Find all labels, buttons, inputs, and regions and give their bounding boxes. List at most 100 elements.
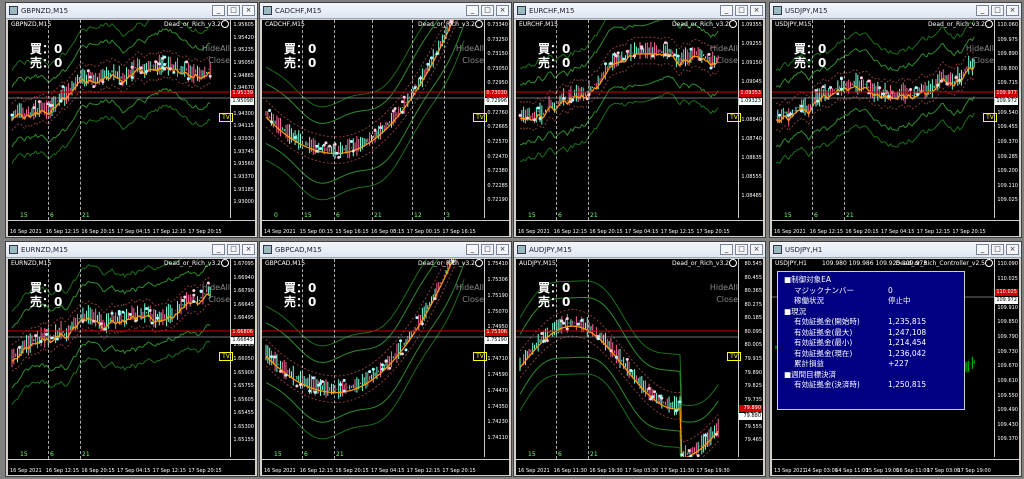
minimize-button[interactable]: _	[212, 5, 225, 16]
maximize-button[interactable]: □	[991, 5, 1004, 16]
chart-window-7[interactable]: USDJPY,H1 _ □ × USDJPY,H1 Dead_or_Rich_C…	[769, 241, 1022, 477]
price-tick: 1.65900	[233, 369, 254, 376]
price-axis: 1.754101.753061.751901.750701.749501.748…	[484, 259, 509, 457]
price-chart[interactable]: EURNZD,M15 Dead_or_Rich_v3.2 1.67095 1.66…	[8, 259, 255, 475]
minimize-button[interactable]: _	[466, 5, 479, 16]
window-titlebar[interactable]: AUDJPY,M15 _ □ ×	[514, 242, 765, 258]
chart-window-5[interactable]: GBPCAD,M15 _ □ × GBPCAD,M15 Dead_or_Rich…	[259, 241, 512, 477]
window-titlebar[interactable]: EURNZD,M15 _ □ ×	[6, 242, 257, 258]
panel-key: 有効証拠金(現在)	[794, 348, 853, 358]
window-titlebar[interactable]: GBPNZD,M15 _ □ ×	[6, 3, 257, 19]
price-axis: 1.093551.092551.091501.090451.089451.088…	[738, 20, 763, 218]
minimize-button[interactable]: _	[720, 244, 733, 255]
window-titlebar[interactable]: GBPCAD,M15 _ □ ×	[260, 242, 511, 258]
sell-count-label: 売：0	[538, 56, 571, 70]
tv-button[interactable]: TV	[219, 113, 233, 122]
window-titlebar[interactable]: USDJPY,H1 _ □ ×	[770, 242, 1021, 258]
window-title: EURNZD,M15	[21, 245, 69, 254]
close-all-button[interactable]: Close	[716, 295, 738, 304]
window-titlebar[interactable]: CADCHF,M15 _ □ ×	[260, 3, 511, 19]
hide-all-button[interactable]: HideAll	[455, 44, 484, 53]
hide-all-button[interactable]: HideAll	[201, 283, 230, 292]
hide-all-button[interactable]: HideAll	[709, 283, 738, 292]
tv-button[interactable]: TV	[727, 113, 741, 122]
tv-button[interactable]: TV	[473, 352, 487, 361]
price-chart[interactable]: GBPCAD,M15 Dead_or_Rich_v3.2 1.75410 1.75…	[262, 259, 509, 475]
chart-window-6[interactable]: AUDJPY,M15 _ □ × AUDJPY,M15 Dead_or_Rich…	[513, 241, 766, 477]
panel-row: 有効証拠金(最大) 1,247,108	[784, 328, 958, 339]
chart-canvas	[8, 20, 230, 164]
hide-all-button[interactable]: HideAll	[201, 44, 230, 53]
close-all-button[interactable]: Close	[208, 56, 230, 65]
maximize-button[interactable]: □	[227, 244, 240, 255]
price-chart[interactable]: EURCHF,M15 Dead_or_Rich_v3.2 1.09355 1.09…	[516, 20, 763, 236]
hide-all-button[interactable]: HideAll	[455, 283, 484, 292]
chart-window-3[interactable]: USDJPY,M15 _ □ × USDJPY,M15 Dead_or_Rich…	[769, 2, 1022, 238]
hide-all-button[interactable]: HideAll	[965, 44, 994, 53]
maximize-button[interactable]: □	[481, 244, 494, 255]
price-tick: 109.490	[997, 407, 1018, 414]
price-chart[interactable]: GBPNZD,M15 Dead_or_Rich_v3.2 1.95605 1.95…	[8, 20, 255, 236]
chart-canvas	[772, 20, 994, 165]
time-axis: 13 Sep 2021 14 Sep 03:00 14 Sep 11:00 15 Se…	[772, 459, 1019, 475]
window-title: GBPNZD,M15	[21, 6, 69, 15]
session-separator	[556, 20, 557, 220]
minimize-button[interactable]: _	[466, 244, 479, 255]
tv-button[interactable]: TV	[727, 352, 741, 361]
chart-window-2[interactable]: EURCHF,M15 _ □ × EURCHF,M15 Dead_or_Rich…	[513, 2, 766, 238]
chart-window-4[interactable]: EURNZD,M15 _ □ × EURNZD,M15 Dead_or_Rich…	[5, 241, 258, 477]
chart-window-0[interactable]: GBPNZD,M15 _ □ × GBPNZD,M15 Dead_or_Rich…	[5, 2, 258, 238]
maximize-button[interactable]: □	[481, 5, 494, 16]
session-separator	[844, 20, 845, 220]
price-axis: 1.95605 1.95420 1.95235 1.95050 1.94865 1.946…	[230, 20, 255, 218]
minimize-button[interactable]: _	[976, 244, 989, 255]
panel-key: ■現況	[784, 306, 807, 316]
close-button[interactable]: ×	[750, 5, 763, 16]
price-chart[interactable]: AUDJPY,M15 Dead_or_Rich_v3.2 80.545 80.45…	[516, 259, 763, 475]
tv-button[interactable]: TV	[983, 113, 997, 122]
window-titlebar[interactable]: USDJPY,M15 _ □ ×	[770, 3, 1021, 19]
session-number: 21	[82, 451, 90, 458]
close-all-button[interactable]: Close	[208, 295, 230, 304]
maximize-button[interactable]: □	[991, 244, 1004, 255]
close-button[interactable]: ×	[496, 5, 509, 16]
close-button[interactable]: ×	[1006, 244, 1019, 255]
sell-count-label: 売：0	[794, 56, 827, 70]
tv-button[interactable]: TV	[219, 352, 233, 361]
hide-all-button[interactable]: HideAll	[709, 44, 738, 53]
close-button[interactable]: ×	[242, 244, 255, 255]
sell-count-label: 売：0	[284, 56, 317, 70]
panel-key: 有効証拠金(最小)	[794, 338, 853, 347]
price-chart[interactable]: CADCHF,M15 Dead_or_Rich_v3.2 0.73340 0.73…	[262, 20, 509, 236]
close-all-button[interactable]: Close	[716, 56, 738, 65]
close-button[interactable]: ×	[1006, 5, 1019, 16]
price-chart[interactable]: USDJPY,M15 Dead_or_Rich_v3.2 110.060 109.…	[772, 20, 1019, 236]
session-separator	[556, 259, 557, 459]
maximize-button[interactable]: □	[735, 5, 748, 16]
window-titlebar[interactable]: EURCHF,M15 _ □ ×	[514, 3, 765, 19]
maximize-button[interactable]: □	[227, 5, 240, 16]
panel-key: 稼働状況	[794, 296, 824, 305]
session-separator	[372, 20, 373, 220]
close-button[interactable]: ×	[496, 244, 509, 255]
close-all-button[interactable]: Close	[462, 56, 484, 65]
close-all-button[interactable]: Close	[972, 56, 994, 65]
ask-price-tag: 1.95098	[231, 98, 254, 105]
time-tick: 16 Sep 20:15	[589, 229, 623, 235]
panel-row: 有効証拠金(最小) 1,214,454	[784, 338, 958, 349]
price-tick: 80.365	[744, 288, 763, 295]
minimize-button[interactable]: _	[212, 244, 225, 255]
price-chart[interactable]: USDJPY,H1 Dead_or_Rich_Controller_v2.5 1…	[772, 259, 1019, 475]
ask-price-tag: 0.72996	[485, 98, 508, 105]
price-tick: 1.93370	[233, 174, 254, 180]
close-button[interactable]: ×	[242, 5, 255, 16]
price-tick: 109.110	[997, 182, 1018, 189]
minimize-button[interactable]: _	[720, 5, 733, 16]
tv-button[interactable]: TV	[473, 113, 487, 122]
time-tick: 17 Sep 20:15	[188, 229, 222, 235]
close-all-button[interactable]: Close	[462, 295, 484, 304]
chart-window-1[interactable]: CADCHF,M15 _ □ × CADCHF,M15 Dead_or_Rich…	[259, 2, 512, 238]
minimize-button[interactable]: _	[976, 5, 989, 16]
maximize-button[interactable]: □	[735, 244, 748, 255]
close-button[interactable]: ×	[750, 244, 763, 255]
